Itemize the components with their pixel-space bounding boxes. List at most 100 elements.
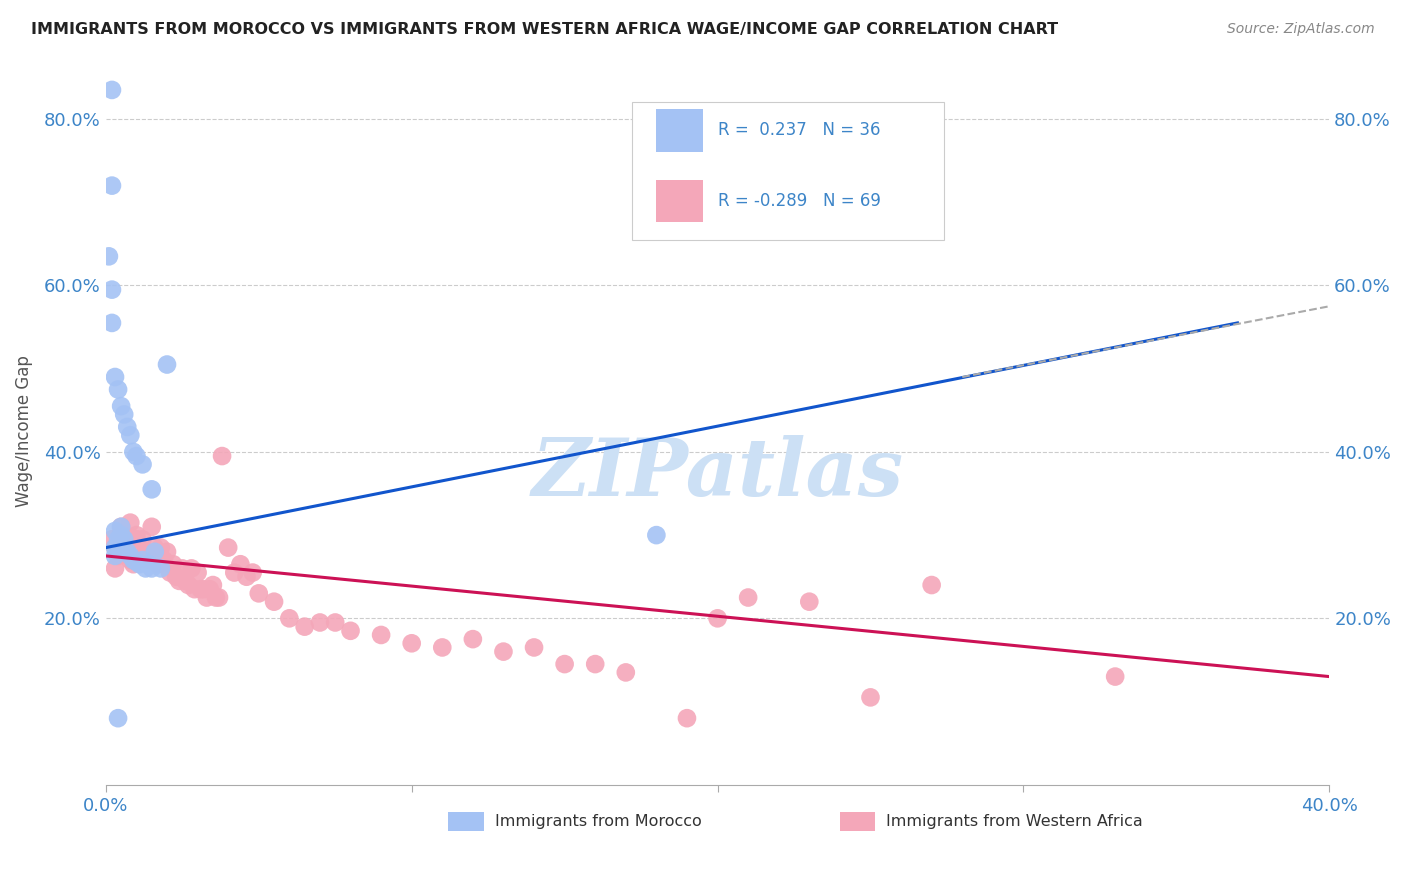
Point (676, 711, 699, 725)
Point (135, 545, 157, 559)
Point (263, 595, 285, 609)
FancyBboxPatch shape (631, 103, 943, 240)
Point (201, 578, 224, 592)
Point (235, 570, 257, 584)
Point (117, 549, 139, 563)
Point (217, 541, 239, 555)
Text: IMMIGRANTS FROM MOROCCO VS IMMIGRANTS FROM WESTERN AFRICA WAGE/INCOME GAP CORREL: IMMIGRANTS FROM MOROCCO VS IMMIGRANTS FR… (31, 22, 1059, 37)
Point (107, 383, 129, 397)
Point (131, 533, 153, 547)
Point (432, 640, 454, 655)
Point (141, 520, 163, 534)
Point (208, 591, 231, 605)
Point (117, 420, 139, 434)
Point (205, 591, 228, 605)
Point (229, 558, 252, 572)
Point (141, 483, 163, 497)
Point (97, 249, 120, 263)
Point (120, 553, 142, 567)
Point (149, 561, 172, 575)
Point (799, 595, 821, 609)
Point (165, 570, 187, 584)
Point (101, 83, 124, 97)
Point (554, 657, 576, 672)
Point (190, 582, 212, 597)
Point (156, 545, 179, 559)
FancyBboxPatch shape (657, 180, 703, 222)
Point (122, 558, 145, 572)
Point (211, 449, 233, 463)
Point (172, 561, 194, 575)
Point (156, 358, 179, 372)
Point (104, 370, 127, 384)
Text: Immigrants from Morocco: Immigrants from Morocco (495, 814, 702, 829)
Point (135, 561, 157, 575)
Point (461, 632, 484, 647)
Point (143, 541, 166, 555)
Point (242, 566, 264, 580)
Point (122, 553, 145, 567)
Point (177, 578, 200, 592)
Point (122, 445, 145, 459)
Point (125, 449, 148, 463)
Point (278, 611, 301, 625)
Point (146, 558, 169, 572)
Point (370, 628, 392, 642)
Point (162, 558, 184, 572)
Point (143, 545, 166, 559)
Point (149, 541, 172, 555)
Point (110, 520, 132, 534)
Point (706, 611, 728, 625)
Point (1104, 669, 1126, 683)
Point (120, 549, 142, 563)
Point (645, 528, 668, 542)
Point (224, 566, 246, 580)
Point (128, 558, 150, 572)
Point (159, 566, 181, 580)
Point (138, 553, 160, 567)
Point (101, 316, 124, 330)
Point (859, 690, 882, 705)
Point (104, 541, 127, 555)
Point (110, 399, 132, 413)
Text: ZIPatlas: ZIPatlas (531, 434, 904, 512)
Point (104, 549, 127, 563)
Point (195, 591, 218, 605)
Point (921, 578, 943, 592)
Point (110, 520, 132, 534)
Point (112, 408, 135, 422)
Point (141, 561, 163, 575)
Point (125, 528, 148, 542)
Point (183, 582, 205, 597)
Point (104, 561, 127, 575)
Text: Source: ZipAtlas.com: Source: ZipAtlas.com (1227, 22, 1375, 37)
Point (101, 533, 124, 547)
Point (131, 553, 153, 567)
Point (104, 541, 127, 555)
Point (131, 458, 153, 472)
Point (167, 574, 190, 588)
Point (180, 561, 202, 575)
Point (117, 545, 139, 559)
Point (323, 615, 346, 630)
Point (309, 615, 332, 630)
Text: R = -0.289   N = 69: R = -0.289 N = 69 (717, 192, 880, 211)
Point (492, 645, 515, 659)
FancyBboxPatch shape (657, 109, 703, 152)
Point (294, 620, 316, 634)
Point (247, 586, 270, 600)
Point (120, 516, 142, 530)
Point (110, 533, 132, 547)
Point (583, 657, 606, 672)
Point (112, 541, 135, 555)
Point (104, 524, 127, 538)
Point (138, 558, 160, 572)
Point (187, 566, 209, 580)
Point (107, 533, 129, 547)
Point (101, 283, 124, 297)
Point (125, 533, 148, 547)
Point (107, 549, 129, 563)
Point (110, 528, 132, 542)
Point (198, 582, 221, 597)
Text: Immigrants from Western Africa: Immigrants from Western Africa (886, 814, 1143, 829)
